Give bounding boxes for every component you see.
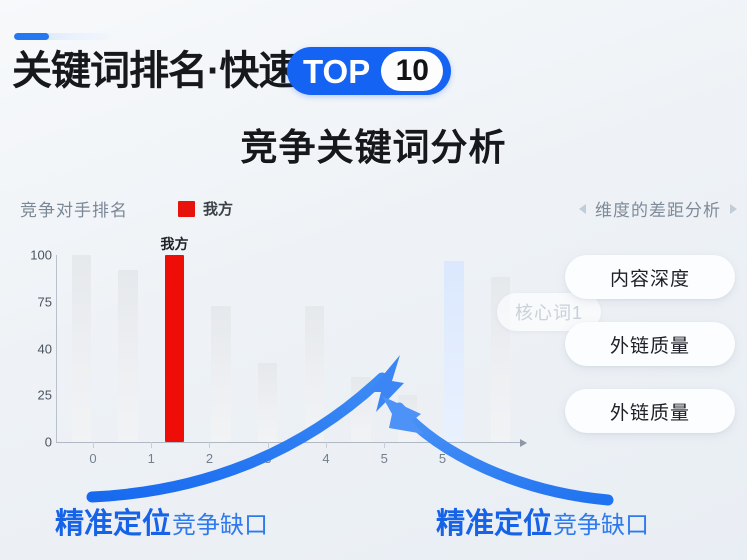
- y-tick-label: 75: [37, 294, 52, 310]
- x-tick-label: 4: [322, 451, 330, 466]
- chart-bar: [444, 260, 464, 442]
- x-tick-mark: [325, 442, 327, 448]
- dimension-card[interactable]: 外链质量: [565, 322, 735, 366]
- chart-x-axis-labels: 0 1 2 3 4 5 5: [56, 451, 526, 471]
- x-tick-label: 3: [264, 451, 272, 466]
- x-tick-mark: [209, 442, 211, 448]
- dimension-panel-title: 维度的差距分析: [595, 201, 721, 220]
- chart-bars: 我方: [58, 236, 524, 442]
- y-tick-label: 0: [44, 434, 52, 450]
- accent-progress-bar: [14, 33, 110, 40]
- x-tick-label: 0: [89, 451, 97, 466]
- y-tick-label: 40: [37, 341, 52, 356]
- x-tick-label: 5: [380, 451, 388, 466]
- badge-number-pill: 10: [381, 51, 444, 91]
- x-tick-label: 2: [205, 451, 214, 466]
- headline-text: 关键词排名·快速: [12, 49, 298, 93]
- chart-bar-highlight: [164, 255, 185, 442]
- x-tick-label: 5: [438, 451, 447, 466]
- chart-axis-caption: 竞争对手排名: [20, 201, 128, 220]
- top-rank-badge: TOP 10: [287, 47, 452, 95]
- page-subtitle: 竞争关键词分析: [240, 127, 507, 168]
- competitor-bar-chart: 0 25 40 75 100 我方 0 1 2 3 4 5 5: [18, 236, 538, 466]
- dimension-card[interactable]: 外链质量: [565, 389, 735, 433]
- chart-x-ticks: [56, 442, 526, 448]
- headline: 关键词排名·快速: [12, 44, 298, 98]
- callout-soft-text: 竞争缺口: [553, 512, 650, 539]
- chart-y-axis-line: [56, 255, 57, 443]
- x-tick-label: 1: [147, 451, 155, 466]
- chart-bar: [304, 305, 325, 442]
- chevron-left-icon[interactable]: [579, 203, 586, 214]
- dimension-panel-header: 维度的差距分析: [579, 196, 737, 221]
- callout-strong-text: 精准定位: [436, 508, 553, 540]
- chevron-right-icon[interactable]: [730, 203, 737, 214]
- chart-bar: [71, 255, 92, 442]
- y-tick-label: 100: [30, 247, 52, 263]
- chart-bar: [351, 376, 371, 442]
- callout-soft-text: 竞争缺口: [172, 512, 269, 539]
- chart-bar: [211, 305, 231, 442]
- badge-number: 10: [395, 54, 429, 87]
- y-tick-label: 25: [37, 387, 52, 403]
- chart-legend: 我方: [178, 198, 233, 219]
- badge-top-label: TOP: [303, 52, 371, 90]
- chart-y-axis-labels: 0 25 40 75 100: [18, 247, 52, 450]
- dimension-card-list: 内容深度 外链质量 外链质量: [565, 255, 735, 433]
- callout-left: 精准定位 竞争缺口: [55, 500, 268, 542]
- legend-series-label: 我方: [203, 201, 234, 218]
- chart-bar: [118, 269, 138, 442]
- callout-right: 精准定位 竞争缺口: [436, 500, 649, 542]
- x-tick-mark: [384, 442, 386, 448]
- x-tick-mark: [267, 442, 269, 448]
- accent-progress-fill: [14, 33, 49, 40]
- callout-strong-text: 精准定位: [55, 508, 172, 540]
- chart-bar-highlight-label: 我方: [160, 236, 189, 252]
- x-tick-mark: [442, 442, 444, 448]
- dimension-card[interactable]: 内容深度: [565, 255, 735, 299]
- x-tick-mark: [151, 442, 153, 448]
- x-tick-mark: [92, 442, 94, 448]
- legend-color-swatch: [178, 200, 195, 217]
- chart-bar: [257, 363, 278, 442]
- chart-bar: [397, 395, 418, 442]
